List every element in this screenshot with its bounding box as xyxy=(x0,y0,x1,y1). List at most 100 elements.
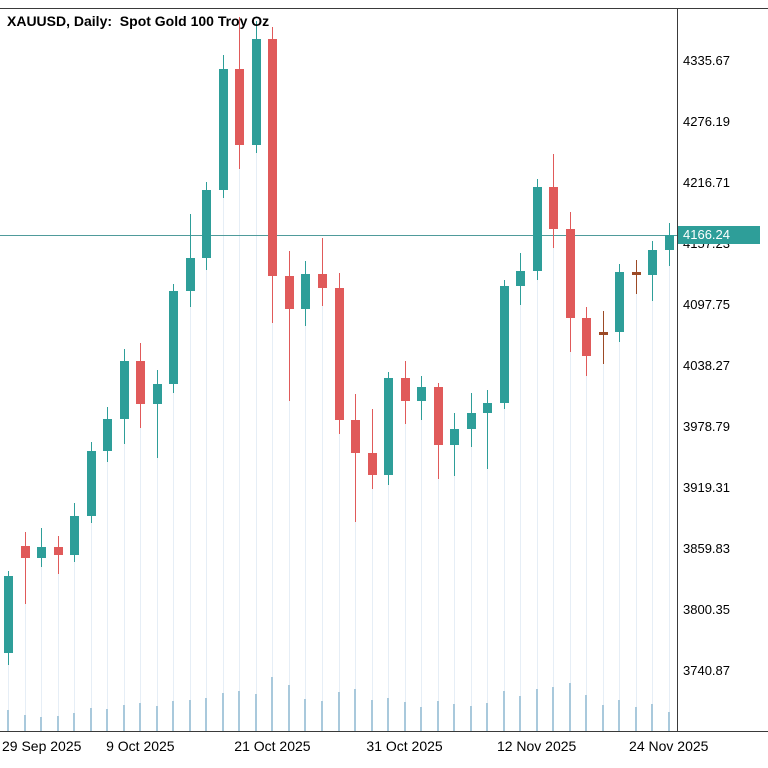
volume-bar xyxy=(139,702,141,731)
candle-body xyxy=(37,546,46,558)
drop-line xyxy=(438,478,439,731)
drop-line xyxy=(421,420,422,731)
candle-wick xyxy=(256,20,257,153)
price-axis[interactable]: 4335.674276.194216.714157.234097.754038.… xyxy=(683,9,768,731)
candle-body xyxy=(632,271,641,275)
drop-line xyxy=(8,665,9,731)
candle-wick xyxy=(570,212,571,352)
drop-line xyxy=(553,248,554,731)
date-label: 21 Oct 2025 xyxy=(234,738,311,754)
candle-body xyxy=(368,453,377,475)
volume-bar xyxy=(222,693,224,731)
volume-bar xyxy=(40,716,42,731)
candle-body xyxy=(434,386,443,446)
candle-body xyxy=(202,189,211,258)
chart-title: XAUUSD, Daily: Spot Gold 100 Troy Oz xyxy=(7,13,270,29)
candle-wick xyxy=(438,382,439,479)
volume-bar xyxy=(106,709,108,731)
candle-body xyxy=(285,275,294,309)
drop-line xyxy=(41,567,42,731)
price-tick-label: 3919.31 xyxy=(683,479,730,495)
drop-line xyxy=(388,485,389,731)
drop-line xyxy=(652,300,653,731)
volume-bar xyxy=(156,706,158,731)
price-tick-label: 3800.35 xyxy=(683,601,730,617)
drop-line xyxy=(619,341,620,731)
drop-line xyxy=(190,306,191,731)
candle-wick xyxy=(107,407,108,463)
current-price-badge: 4166.24 xyxy=(678,225,760,244)
date-label: 24 Nov 2025 xyxy=(629,738,709,754)
candle-body xyxy=(549,186,558,229)
candle-wick xyxy=(190,214,191,307)
price-tick-label: 3859.83 xyxy=(683,540,730,556)
volume-bar xyxy=(73,712,75,731)
drop-line xyxy=(256,152,257,731)
volume-bar xyxy=(618,699,620,731)
drop-line xyxy=(91,522,92,731)
volume-bar xyxy=(635,707,637,731)
drop-line xyxy=(206,269,207,731)
volume-bar xyxy=(205,697,207,731)
volume-bar xyxy=(387,697,389,731)
volume-bar xyxy=(486,702,488,731)
volume-bar xyxy=(651,704,653,731)
volume-bar xyxy=(569,683,571,731)
candle-body xyxy=(566,228,575,318)
candle-body xyxy=(401,378,410,401)
candle-wick xyxy=(553,154,554,249)
candle-wick xyxy=(322,238,323,306)
volume-bar xyxy=(90,708,92,731)
candle-wick xyxy=(124,348,125,445)
price-tick-label: 3978.79 xyxy=(683,418,730,434)
candle-wick xyxy=(487,389,488,469)
candle-wick xyxy=(157,370,158,459)
drop-line xyxy=(504,409,505,731)
candle-wick xyxy=(140,342,141,428)
volume-bar xyxy=(172,701,174,731)
drop-line xyxy=(272,323,273,731)
candle-body xyxy=(136,361,145,405)
candle-body xyxy=(120,361,129,420)
drop-line xyxy=(289,401,290,731)
candle-wick xyxy=(405,361,406,424)
candle-body xyxy=(219,68,228,190)
candle-wick xyxy=(58,536,59,575)
candle-wick xyxy=(454,413,455,476)
drop-line xyxy=(570,351,571,731)
price-tick-label: 4216.71 xyxy=(683,175,730,190)
volume-bar xyxy=(271,677,273,731)
candle-wick xyxy=(537,178,538,281)
volume-bar xyxy=(189,699,191,731)
candle-body xyxy=(318,273,327,289)
drop-line xyxy=(669,265,670,731)
candle-wick xyxy=(41,528,42,568)
candle-wick xyxy=(669,222,670,266)
candle-wick xyxy=(339,272,340,434)
candle-body xyxy=(351,420,360,454)
drop-line xyxy=(322,305,323,731)
drop-line xyxy=(454,475,455,731)
date-label: 29 Sep 2025 xyxy=(2,738,82,754)
candle-wick xyxy=(520,253,521,305)
candle-body xyxy=(301,273,310,309)
candle-wick xyxy=(636,259,637,295)
candle-wick xyxy=(91,441,92,523)
volume-bar xyxy=(321,701,323,731)
volume-bar xyxy=(585,695,587,731)
candle-body xyxy=(335,288,344,421)
price-axis-border xyxy=(677,8,678,732)
candlestick-chart[interactable] xyxy=(0,9,677,731)
volume-bar xyxy=(7,710,9,731)
time-axis[interactable]: 29 Sep 2025 9 Oct 2025 21 Oct 2025 31 Oct 2… xyxy=(0,738,768,762)
candle-body xyxy=(648,250,657,275)
drop-line xyxy=(25,603,26,731)
volume-bar xyxy=(371,699,373,731)
candle-body xyxy=(70,515,79,555)
volume-bar xyxy=(536,688,538,731)
drop-line xyxy=(537,280,538,731)
volume-bar xyxy=(238,690,240,731)
candle-body xyxy=(450,428,459,446)
candle-wick xyxy=(652,241,653,301)
candle-wick xyxy=(388,372,389,486)
